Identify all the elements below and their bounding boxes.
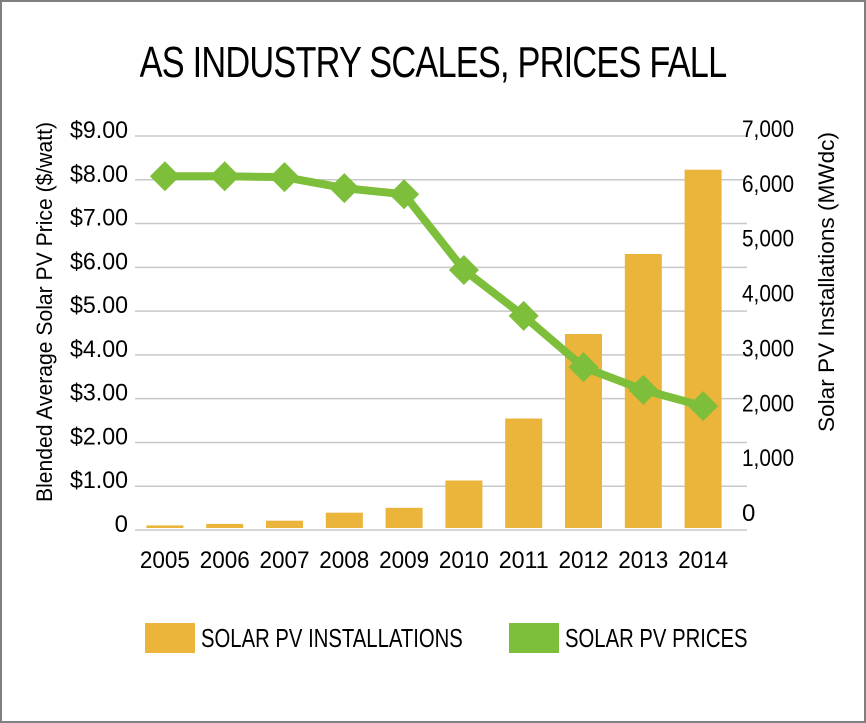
- x-tick-label: 2013: [618, 547, 668, 574]
- installation-bar: [266, 520, 303, 528]
- left-axis-title: Blended Average Solar PV Price ($/watt): [32, 122, 57, 502]
- legend-item-prices: SOLAR PV PRICES: [509, 620, 799, 656]
- installation-bar: [325, 512, 363, 528]
- x-tick-label: 2008: [319, 547, 369, 574]
- x-axis: 2005 2006 2007 2008 2009 2010 2011 2012 2013 2014: [140, 547, 728, 574]
- x-tick-label: 2007: [260, 547, 310, 574]
- installation-bar: [445, 480, 483, 528]
- x-tick-label: 2006: [200, 547, 250, 574]
- price-marker: [688, 391, 719, 422]
- price-marker: [149, 161, 180, 192]
- price-marker: [269, 162, 300, 193]
- chart-title: AS INDUSTRY SCALES, PRICES FALL: [139, 38, 728, 87]
- legend: SOLAR PV INSTALLATIONS SOLAR PV PRICES: [0, 620, 866, 660]
- x-tick-label: 2014: [678, 547, 728, 574]
- right-tick-label: 1,000: [742, 445, 794, 472]
- price-line-path: [164, 172, 705, 410]
- left-tick-label: $5.00: [70, 292, 128, 319]
- price-marker: [389, 179, 420, 210]
- installation-bar: [206, 523, 244, 528]
- right-tick-label: 3,000: [742, 335, 794, 362]
- left-tick-label: $6.00: [70, 248, 128, 275]
- right-tick-label: 6,000: [742, 171, 794, 198]
- right-axis-title: Solar PV Installations (MWdc): [814, 132, 839, 432]
- x-tick-label: 2009: [379, 547, 429, 574]
- left-tick-label: $4.00: [70, 336, 128, 363]
- legend-swatch-prices: [509, 623, 559, 653]
- left-tick-label: $8.00: [70, 161, 128, 188]
- left-tick-label: $1.00: [70, 467, 128, 494]
- right-tick-label: 2,000: [742, 390, 794, 417]
- right-axis: 0 1,000 2,000 3,000 4,000 5,000 6,000 7,000: [742, 116, 794, 527]
- price-marker: [568, 352, 599, 383]
- right-tick-label: 4,000: [742, 281, 794, 308]
- installation-bar: [146, 525, 184, 528]
- left-tick-label: $2.00: [70, 423, 128, 450]
- x-tick-label: 2005: [140, 547, 190, 574]
- left-axis: 0 $1.00 $2.00 $3.00 $4.00 $5.00 $6.00 $7.00 $8.0…: [70, 117, 128, 538]
- installation-bar: [505, 418, 543, 528]
- installation-bar: [684, 169, 722, 528]
- price-marker: [329, 173, 360, 204]
- right-tick-label: 5,000: [742, 226, 794, 253]
- price-marker: [448, 254, 479, 285]
- legend-label-installations: SOLAR PV INSTALLATIONS: [201, 622, 463, 653]
- price-line: [149, 161, 719, 422]
- legend-item-installations: SOLAR PV INSTALLATIONS: [145, 620, 537, 656]
- left-tick-label: 0: [115, 511, 128, 538]
- left-tick-label: $9.00: [70, 117, 128, 144]
- x-tick-label: 2012: [559, 547, 609, 574]
- right-tick-label: 0: [742, 500, 755, 527]
- price-marker: [508, 300, 539, 331]
- legend-swatch-installations: [145, 623, 195, 653]
- x-tick-label: 2011: [499, 547, 549, 574]
- left-tick-label: $3.00: [70, 380, 128, 407]
- price-marker: [209, 161, 240, 192]
- right-tick-label: 7,000: [742, 116, 794, 143]
- installation-bar: [385, 507, 423, 528]
- left-tick-label: $7.00: [70, 205, 128, 232]
- x-tick-label: 2010: [439, 547, 489, 574]
- legend-label-prices: SOLAR PV PRICES: [565, 622, 748, 653]
- price-marker: [628, 374, 659, 405]
